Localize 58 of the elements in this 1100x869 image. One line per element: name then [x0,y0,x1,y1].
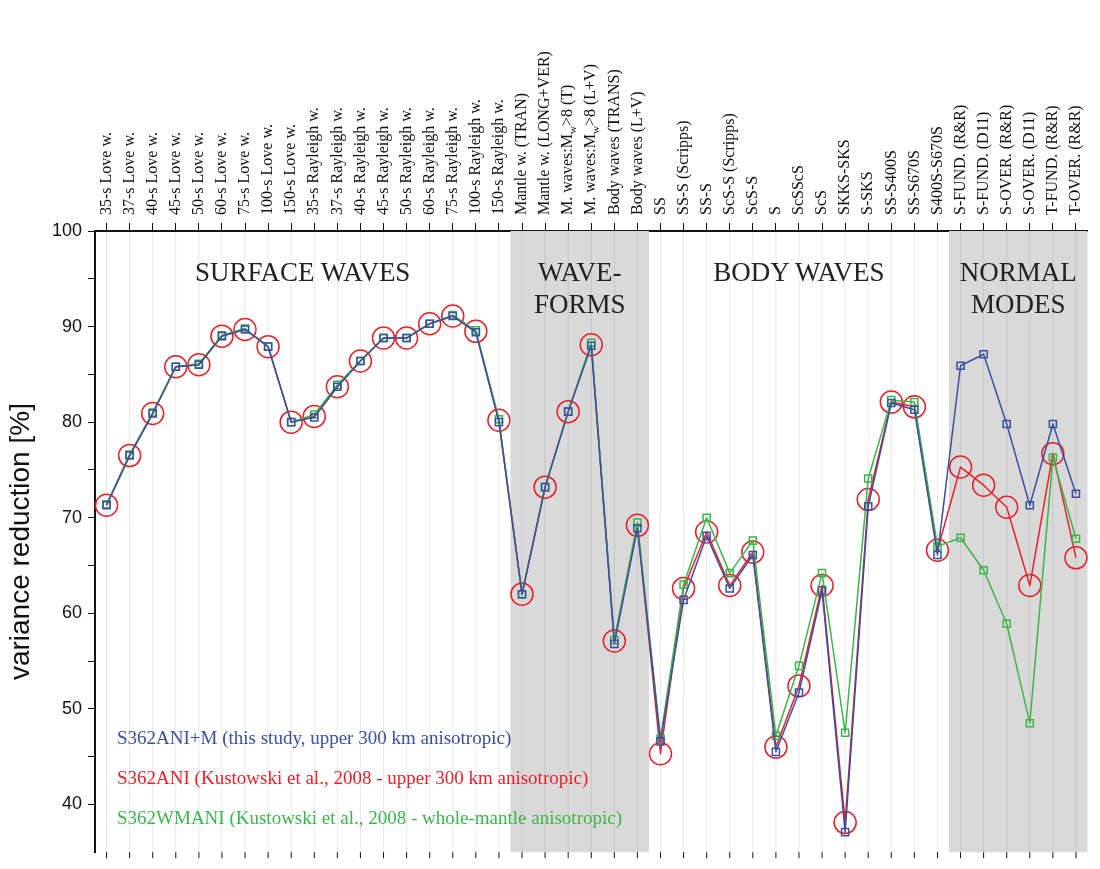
x-tick-label: Mantle w. (TRAN) [512,92,531,215]
band-label: NORMAL MODES [959,257,1077,319]
y-tick-label: 60 [61,602,82,623]
x-tick-label: S [766,206,784,215]
x-tick-label: M. waves:Mw>8 (T) [558,84,579,215]
annotation: BODY WAVES [713,257,885,287]
x-tick-label: 45-s Rayleigh w. [373,107,392,215]
x-tick-label: 37-s Love w. [119,132,137,215]
x-tick-label: 60-s Rayleigh w. [419,107,438,215]
x-tick-label: SKKS-SKS [835,139,853,215]
y-tick-label: 50 [61,697,82,718]
x-tick-label: 100-s Rayleigh w. [466,99,485,215]
x-tick-label: S-FUND. (R&R) [950,104,969,215]
x-tick-label: SS-S670S [904,150,922,215]
x-tick-label: ScSScS [789,165,807,215]
x-tick-label: 40-s Love w. [142,132,160,215]
x-tick-label: 35-s Rayleigh w. [304,107,323,215]
annotation: SURFACE WAVES [195,257,411,287]
x-tick-label: 75-s Rayleigh w. [442,107,461,215]
x-tick-label: 50-s Love w. [189,132,207,215]
x-tick-label: SS-S400S [881,150,899,215]
x-tick-label: 75-s Love w. [235,132,253,215]
x-tick-label: SS-S (Scripps) [673,120,692,215]
x-tick-label: S400S-S670S [927,126,945,215]
x-tick-label: 100-s Love w. [258,124,276,215]
y-axis-title: variance reduction [%] [3,403,35,681]
x-tick-label: S-SKS [858,171,876,215]
x-tick-label: 150-s Rayleigh w. [489,99,508,215]
x-tick-label: 50-s Rayleigh w. [396,107,415,215]
x-tick-label: ScS [812,190,830,215]
text: S362ANI (Kustowski et al., 2008 - upper 300 km anisotropic) [117,767,589,790]
x-tick-label: Mantle w. (LONG+VER) [535,51,554,215]
text: S362WMANI (Kustowski et al., 2008 - whole-mantle anisotropic) [117,807,622,830]
x-tick-label: T-FUND. (R&R) [1043,105,1062,215]
x-tick-label: SS [650,197,668,215]
x-tick-label: 45-s Love w. [165,132,183,215]
y-tick-label: 90 [61,315,82,336]
x-tick-label: ScS-S [743,175,761,215]
y-tick-label: 70 [61,506,82,527]
x-tick-label: ScS-S (Scripps) [719,113,738,215]
x-tick-label: M. waves:Mw>8 (L+V) [581,64,602,215]
x-tick-label: 150-s Love w. [281,124,299,215]
x-tick-label: 37-s Rayleigh w. [327,107,346,215]
band-label: WAVE- FORMS [533,257,626,319]
x-tick-label: 40-s Rayleigh w. [350,107,369,215]
y-tick-label: 40 [61,793,82,814]
x-tick-label: SS-S [696,182,714,215]
x-tick-label: 60-s Love w. [212,132,230,215]
y-tick-label: 100 [51,219,82,240]
x-tick-label: Body waves (L+V) [627,91,646,215]
x-tick-label: S-OVER. (D11) [1020,111,1038,215]
x-tick-label: T-OVER. (R&R) [1066,105,1085,215]
x-tick-label: S-OVER. (R&R) [996,104,1015,215]
x-tick-label: S-FUND. (D11) [973,111,992,215]
y-tick-label: 80 [61,411,82,432]
x-tick-label: 35-s Love w. [96,132,114,215]
x-tick-label: Body waves (TRANS) [604,69,623,215]
text: S362ANI+M (this study, upper 300 km anisotropic) [117,727,512,750]
